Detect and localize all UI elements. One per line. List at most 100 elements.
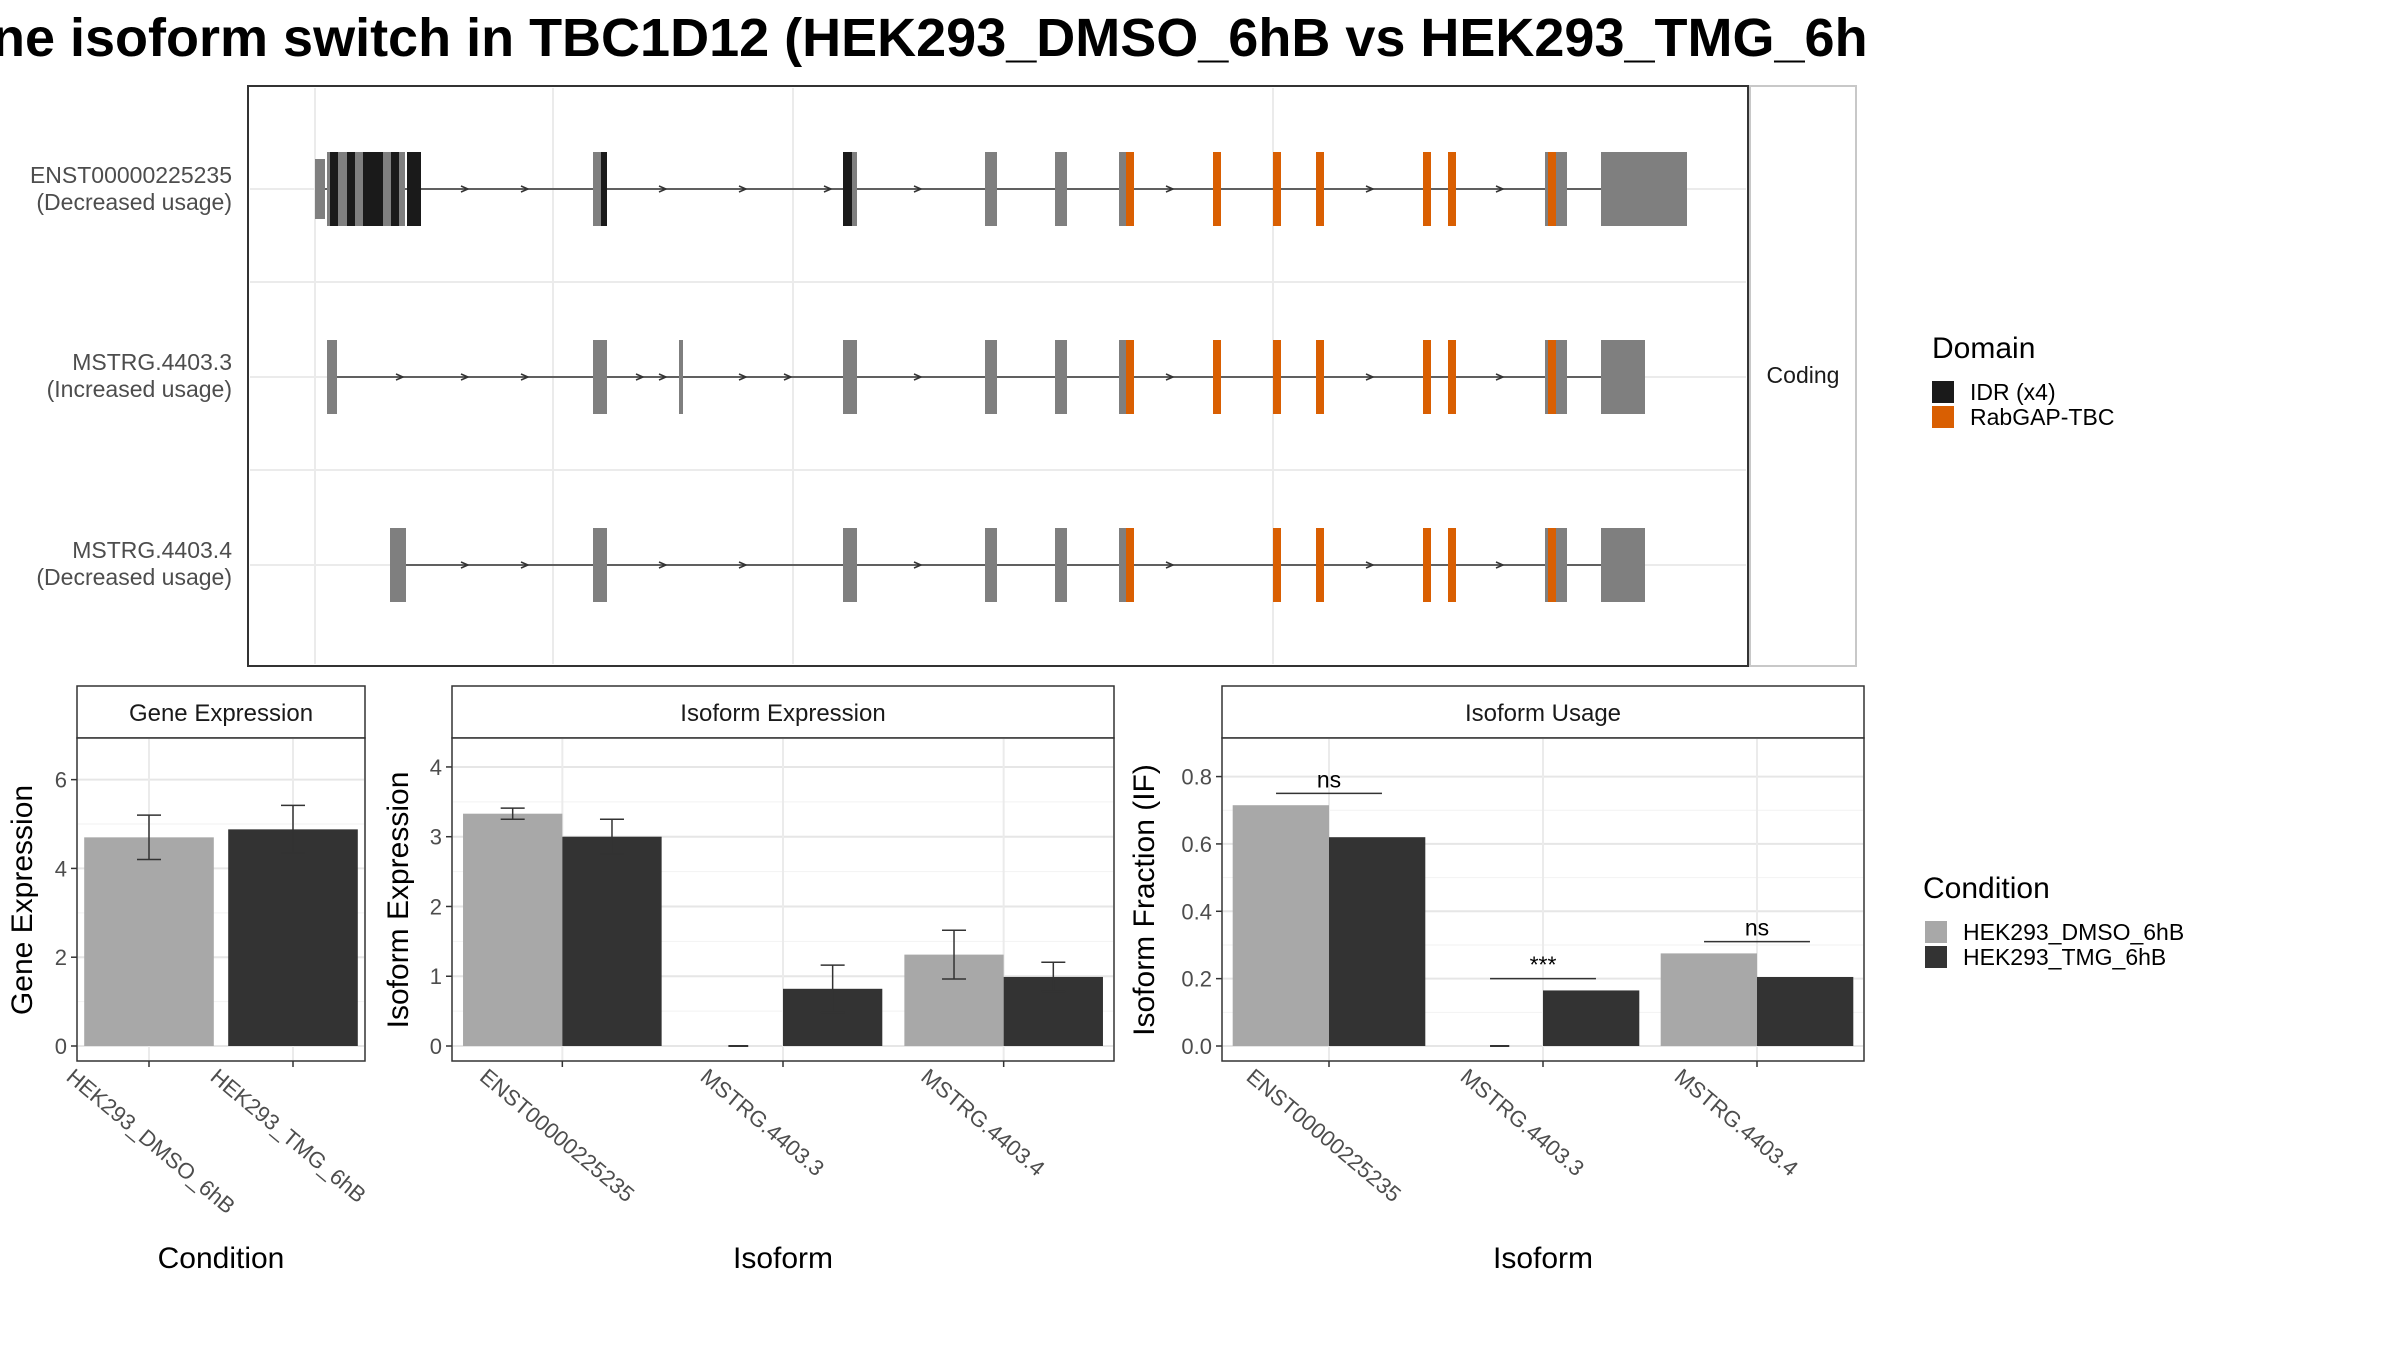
idr-domain-1-7 [843, 152, 852, 226]
rabgap-domain-1-1 [1126, 152, 1134, 226]
isoform-expression-panel-title: Isoform Expression [680, 700, 885, 727]
intron-arrow-1-6 [913, 185, 923, 193]
intron-arrow-2-3 [520, 373, 530, 381]
rabgap-domain-3-1 [1126, 528, 1134, 602]
isoform-usage-xlabel: Isoform [1493, 1242, 1593, 1275]
rabgap-domain-3-5 [1448, 528, 1456, 602]
rabgap-domain-3-3 [1316, 528, 1324, 602]
rabgap-domain-1-2 [1213, 152, 1221, 226]
rabgap-domain-3-6 [1548, 528, 1556, 602]
idr-domain-1-6 [601, 152, 607, 226]
iso-ytick-label-2: 2 [430, 894, 442, 919]
rabgap-domain-1-3 [1273, 152, 1281, 226]
iso-xtick-label-0: ENST00000225235 [475, 1064, 639, 1207]
exon-2-2 [593, 340, 607, 414]
isoform-usage-ylabel: Isoform Fraction (IF) [1128, 764, 1161, 1036]
transcript-3-usage: (Decreased usage) [36, 564, 232, 590]
exon-1-10 [1605, 152, 1687, 226]
iso-bar-0-0 [463, 813, 563, 1046]
usage-xtick-label-1: MSTRG.4403.3 [1456, 1064, 1589, 1181]
rabgap-domain-2-6 [1448, 340, 1456, 414]
usage-ytick-label-0: 0.0 [1181, 1034, 1212, 1059]
usage-ytick-label-4: 0.8 [1181, 765, 1212, 790]
exon-2-3 [679, 340, 683, 414]
exon-3-2 [593, 528, 607, 602]
rabgap-domain-2-4 [1316, 340, 1324, 414]
rabgap-domain-3-2 [1273, 528, 1281, 602]
intron-arrow-1-7 [1165, 185, 1175, 193]
exon-3-5 [993, 528, 997, 602]
intron-arrow-2-1 [395, 373, 405, 381]
idr-domain-1-4 [391, 152, 399, 226]
intron-arrow-1-5 [823, 185, 833, 193]
facet-label-coding: Coding [1767, 362, 1840, 388]
idr-domain-1-5 [407, 152, 421, 226]
iso-xtick-label-2: MSTRG.4403.4 [916, 1064, 1049, 1181]
usage-xtick-label-0: ENST00000225235 [1242, 1064, 1406, 1207]
condition-legend: Condition HEK293_DMSO_6hB HEK293_TMG_6hB [1923, 872, 2184, 970]
intron-arrow-1-2 [520, 185, 530, 193]
exon-1-5 [985, 152, 997, 226]
iso-ytick-label-1: 1 [430, 964, 442, 989]
isoform-expression-strip [451, 685, 1115, 739]
rabgap-domain-3-4 [1423, 528, 1431, 602]
gene-ytick-label-0: 0 [55, 1034, 67, 1059]
intron-arrow-3-4 [738, 561, 748, 569]
intron-arrow-2-7 [783, 373, 793, 381]
exon-2-7 [1055, 340, 1067, 414]
exon-3-10 [1605, 528, 1645, 602]
intron-arrow-3-2 [520, 561, 530, 569]
gene-expression-panel-title: Gene Expression [129, 700, 313, 727]
idr-domain-1-2 [347, 152, 355, 226]
exon-3-1 [390, 528, 406, 602]
main-title: ne isoform switch in TBC1D12 (HEK293_DMS… [0, 8, 1868, 68]
usage-bar-2-1 [1757, 976, 1854, 1046]
usage-sig-label-1: *** [1530, 952, 1557, 978]
exon-1-6 [1055, 152, 1067, 226]
condition-legend-title: Condition [1923, 872, 2050, 905]
gene-ytick-label-2: 4 [55, 856, 67, 881]
intron-arrow-2-4 [635, 373, 645, 381]
intron-arrow-3-6 [1165, 561, 1175, 569]
isoform-usage-panel-title: Isoform Usage [1465, 700, 1621, 727]
idr-domain-1-1 [330, 152, 338, 226]
usage-bar-0-0 [1232, 805, 1329, 1046]
domain-legend-label-rabgap: RabGAP-TBC [1970, 404, 2114, 430]
intron-arrow-3-8 [1495, 561, 1505, 569]
rabgap-domain-2-5 [1423, 340, 1431, 414]
gene-structure-panel: Coding ENST00000225235 (Decreased usage)… [30, 85, 1857, 667]
exon-2-11 [1605, 340, 1645, 414]
condition-legend-swatch-dmso [1925, 921, 1947, 943]
structure-facet-strip [1749, 85, 1857, 667]
transcript-1-name: ENST00000225235 [30, 162, 232, 188]
gene-expression-strip [76, 685, 366, 739]
usage-ytick-label-2: 0.4 [1181, 899, 1212, 924]
rabgap-domain-2-3 [1273, 340, 1281, 414]
usage-ytick-label-3: 0.6 [1181, 832, 1212, 857]
iso-xtick-label-1: MSTRG.4403.3 [696, 1064, 829, 1181]
rabgap-domain-1-7 [1548, 152, 1556, 226]
intron-arrow-2-2 [460, 373, 470, 381]
intron-arrow-1-8 [1365, 185, 1375, 193]
condition-legend-label-dmso: HEK293_DMSO_6hB [1963, 919, 2184, 945]
transcript-2-name: MSTRG.4403.3 [72, 349, 232, 375]
rabgap-domain-1-6 [1448, 152, 1456, 226]
condition-legend-label-tmg: HEK293_TMG_6hB [1963, 944, 2166, 970]
domain-legend: Domain IDR (x4) RabGAP-TBC [1932, 332, 2114, 430]
domain-legend-swatch-idr [1932, 381, 1954, 403]
transcript-1-usage: (Decreased usage) [36, 189, 232, 215]
idr-domain-1-3 [363, 152, 383, 226]
usage-ytick-label-1: 0.2 [1181, 967, 1212, 992]
intron-arrow-1-4 [738, 185, 748, 193]
iso-bar-0-1 [562, 836, 662, 1046]
usage-bar-1-1 [1543, 990, 1640, 1046]
exon-2-4 [843, 340, 857, 414]
intron-arrow-1-9 [1495, 185, 1505, 193]
exon-1-1 [315, 159, 325, 219]
intron-arrow-3-5 [913, 561, 923, 569]
domain-legend-title: Domain [1932, 332, 2035, 365]
gene-expression-xlabel: Condition [158, 1242, 285, 1275]
intron-arrow-2-8 [913, 373, 923, 381]
iso-ytick-label-3: 3 [430, 825, 442, 850]
